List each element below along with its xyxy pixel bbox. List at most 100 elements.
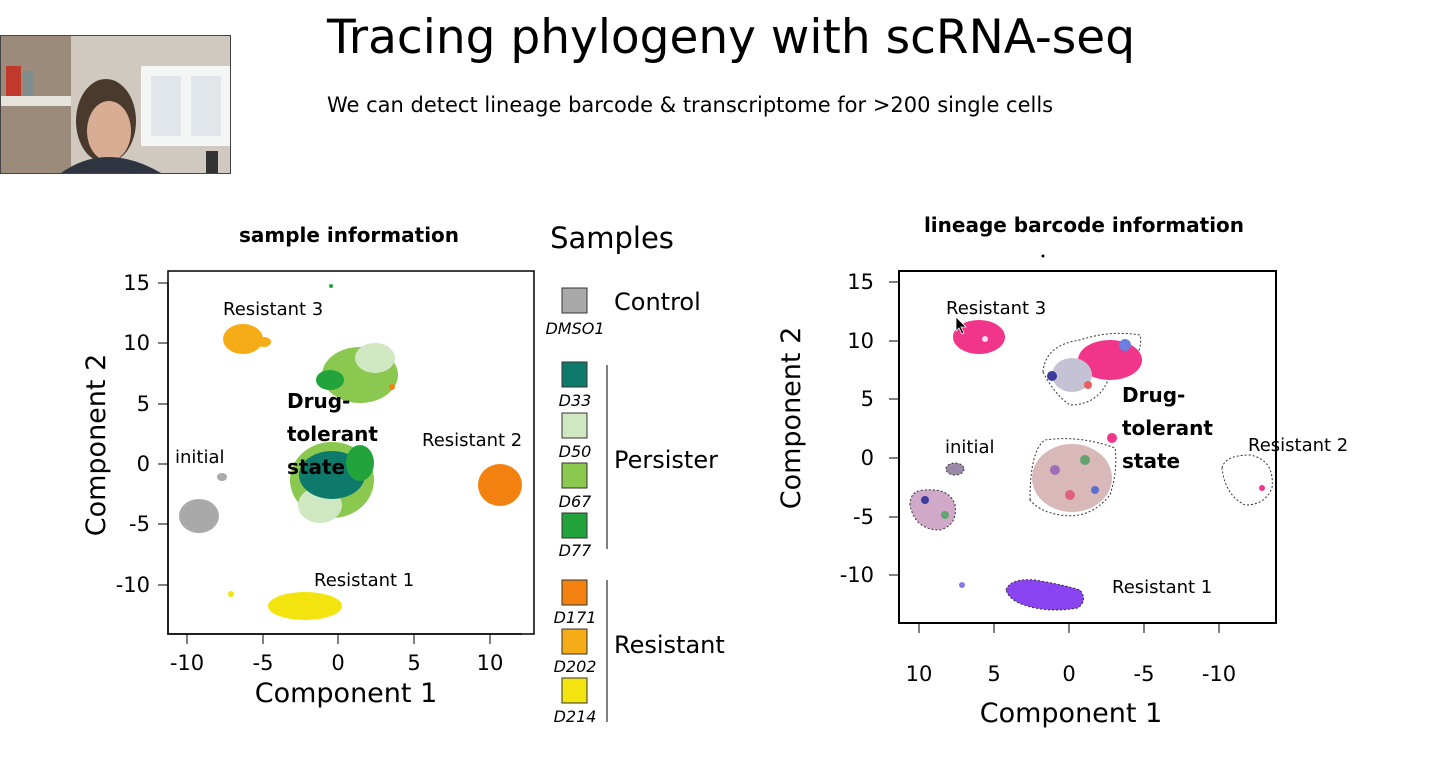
right-label-resistant3: Resistant 3 xyxy=(946,298,1046,319)
r-point-resistant1-satellite xyxy=(959,582,965,588)
cluster-resistant3-tail xyxy=(257,337,271,347)
legend-group-resistant: Resistant xyxy=(614,631,725,659)
left-xtick-10: 10 xyxy=(477,651,504,675)
r-point-initial-2 xyxy=(941,511,949,519)
r-point-main-1 xyxy=(1050,465,1060,475)
left-ytick-m5: -5 xyxy=(129,512,150,536)
mouse-cursor-icon xyxy=(955,316,967,335)
left-label-resistant3: Resistant 3 xyxy=(223,299,323,320)
left-xtick-5: 5 xyxy=(407,651,420,675)
legend-swatch-d50 xyxy=(561,412,588,439)
left-plot-points xyxy=(179,284,522,620)
legend-label-d33: D33 xyxy=(559,391,592,410)
legend-swatch-dmso1 xyxy=(561,287,588,314)
r-point-initial-1 xyxy=(921,496,929,504)
right-xtick-m10: -10 xyxy=(1202,662,1236,686)
right-label-initial: initial xyxy=(945,437,995,458)
right-xaxis-label: Component 1 xyxy=(980,698,1163,729)
left-xtick-0: 0 xyxy=(331,651,344,675)
legend-swatch-d202 xyxy=(561,628,588,655)
left-plot-title: sample information xyxy=(239,223,459,247)
cluster-resistant3 xyxy=(223,324,263,354)
legend-label-d202: D202 xyxy=(554,657,597,676)
right-plot-points xyxy=(909,320,1273,611)
legend-group-persister: Persister xyxy=(614,446,718,474)
left-label-drug-line1: Drug- xyxy=(287,389,350,413)
left-label-resistant2: Resistant 2 xyxy=(422,430,522,451)
left-label-resistant1: Resistant 1 xyxy=(314,570,414,591)
r-outline-upper xyxy=(1042,332,1142,406)
left-plot-frame xyxy=(167,270,535,635)
r-point-main-2 xyxy=(1080,455,1090,465)
legend-swatch-d214 xyxy=(561,677,588,704)
left-ytick-m10: -10 xyxy=(116,573,150,597)
left-xaxis-label: Component 1 xyxy=(255,678,438,709)
presenter-video-frame xyxy=(1,36,230,173)
legend-label-d171: D171 xyxy=(554,608,597,627)
legend-title: Samples xyxy=(550,221,674,255)
r-cluster-resistant3-highlight xyxy=(982,336,988,342)
point-resistant1-satellite xyxy=(228,591,234,597)
left-ytick-15: 15 xyxy=(123,271,150,295)
right-label-drug-line3: state xyxy=(1122,449,1180,473)
r-point-main-3 xyxy=(1065,490,1075,500)
cluster-resistant2 xyxy=(478,464,522,506)
right-yaxis-label: Component 2 xyxy=(776,327,807,510)
legend-swatches: DMSO1 D33 D50 D67 D77 D171 D202 D214 xyxy=(545,287,605,726)
r-cluster-initial xyxy=(909,489,956,531)
left-yaxis-label: Component 2 xyxy=(81,354,112,537)
legend-label-d67: D67 xyxy=(559,492,593,511)
right-label-drug-line2: tolerant xyxy=(1122,416,1213,440)
legend-group-control: Control xyxy=(614,288,701,316)
legend-label-d50: D50 xyxy=(559,442,592,461)
left-label-drug-line2: tolerant xyxy=(287,422,378,446)
presenter-video-thumbnail[interactable] xyxy=(0,35,231,174)
r-point-upper-2 xyxy=(1119,339,1131,351)
right-label-resistant2: Resistant 2 xyxy=(1248,435,1348,456)
r-outline-main xyxy=(1029,438,1117,517)
left-ytick-5: 5 xyxy=(137,392,150,416)
slide-title: Tracing phylogeny with scRNA-seq xyxy=(327,10,1136,65)
legend-swatch-d77 xyxy=(561,512,588,539)
left-ytick-0: 0 xyxy=(137,452,150,476)
r-cluster-initial-small xyxy=(945,462,965,476)
r-point-upper-1 xyxy=(1047,371,1057,381)
legend-label-d214: D214 xyxy=(554,707,597,726)
cluster-persister-upper-d50 xyxy=(355,343,395,373)
right-plot-dot xyxy=(1041,254,1045,258)
r-point-main-5 xyxy=(1107,433,1117,443)
right-xtick-m5: -5 xyxy=(1134,662,1155,686)
cluster-initial-satellite xyxy=(217,473,227,481)
slide-subtitle: We can detect lineage barcode & transcri… xyxy=(327,93,1054,117)
cluster-resistant1 xyxy=(268,592,342,620)
right-plot-yticks: 15 10 5 0 -5 -10 xyxy=(840,270,899,587)
right-xtick-0: 0 xyxy=(1062,662,1075,686)
point-outlier xyxy=(389,384,395,390)
left-xtick-m10: -10 xyxy=(170,651,204,675)
right-xtick-5: 5 xyxy=(987,662,1000,686)
legend-swatch-d33 xyxy=(561,361,588,388)
right-xtick-10: 10 xyxy=(906,662,933,686)
r-cluster-main xyxy=(1032,444,1112,512)
r-point-upper-3 xyxy=(1084,381,1092,389)
r-cluster-resistant1 xyxy=(1005,579,1084,611)
left-ytick-10: 10 xyxy=(123,331,150,355)
right-ytick-0: 0 xyxy=(861,446,874,470)
left-xtick-m5: -5 xyxy=(253,651,274,675)
legend-swatch-d67 xyxy=(561,462,588,489)
r-outline-resistant2 xyxy=(1221,454,1273,506)
left-plot-xticks: -10 -5 0 5 10 xyxy=(170,634,504,675)
right-ytick-5: 5 xyxy=(861,387,874,411)
right-label-resistant1: Resistant 1 xyxy=(1112,577,1212,598)
right-ytick-m5: -5 xyxy=(853,505,874,529)
left-plot-yticks: 15 10 5 0 -5 -10 xyxy=(116,271,168,597)
left-label-initial: initial xyxy=(175,447,225,468)
r-point-main-4 xyxy=(1091,486,1099,494)
legend-label-d77: D77 xyxy=(559,541,593,560)
left-label-drug-line3: state xyxy=(287,455,345,479)
cluster-persister-main-d77 xyxy=(346,445,374,481)
cluster-initial xyxy=(179,499,219,533)
point-outlier-top xyxy=(329,284,333,288)
right-ytick-15: 15 xyxy=(847,270,874,294)
